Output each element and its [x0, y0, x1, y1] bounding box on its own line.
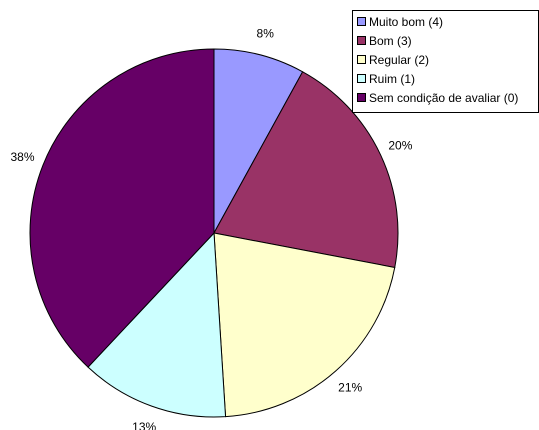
pie-slice-ruim — [87, 231, 227, 418]
data-label-regular: 21% — [338, 381, 362, 395]
legend-label-ruim: Ruim (1) — [369, 71, 416, 86]
legend-label-muito-bom: Muito bom (4) — [369, 14, 444, 29]
legend-item-bom: Bom (3) — [357, 32, 412, 49]
legend-swatch-ruim — [357, 74, 366, 83]
legend-swatch-bom — [357, 36, 366, 45]
pie-slice-regular — [213, 232, 396, 418]
legend-label-bom: Bom (3) — [369, 33, 412, 48]
legend-swatch-muito-bom — [357, 17, 366, 26]
data-label-muito-bom: 8% — [257, 27, 275, 41]
pie-slice-muito-bom — [213, 48, 304, 234]
legend: Muito bom (4) Bom (3) Regular (2) Ruim (… — [352, 10, 539, 113]
pie-slice-bom — [213, 71, 399, 269]
pie-slice-sem-condicao — [29, 48, 215, 368]
legend-item-ruim: Ruim (1) — [357, 70, 415, 87]
data-label-ruim: 13% — [132, 420, 156, 430]
legend-item-sem-condicao: Sem condição de avaliar (0) — [357, 89, 518, 106]
data-label-bom: 20% — [388, 138, 412, 152]
legend-swatch-regular — [357, 55, 366, 64]
legend-item-regular: Regular (2) — [357, 51, 429, 68]
legend-swatch-sem-condicao — [357, 93, 366, 102]
legend-label-regular: Regular (2) — [369, 52, 430, 67]
data-label-sem-condicao: 38% — [10, 150, 34, 164]
legend-item-muito-bom: Muito bom (4) — [357, 13, 443, 30]
legend-label-sem-condicao: Sem condição de avaliar (0) — [369, 90, 519, 105]
